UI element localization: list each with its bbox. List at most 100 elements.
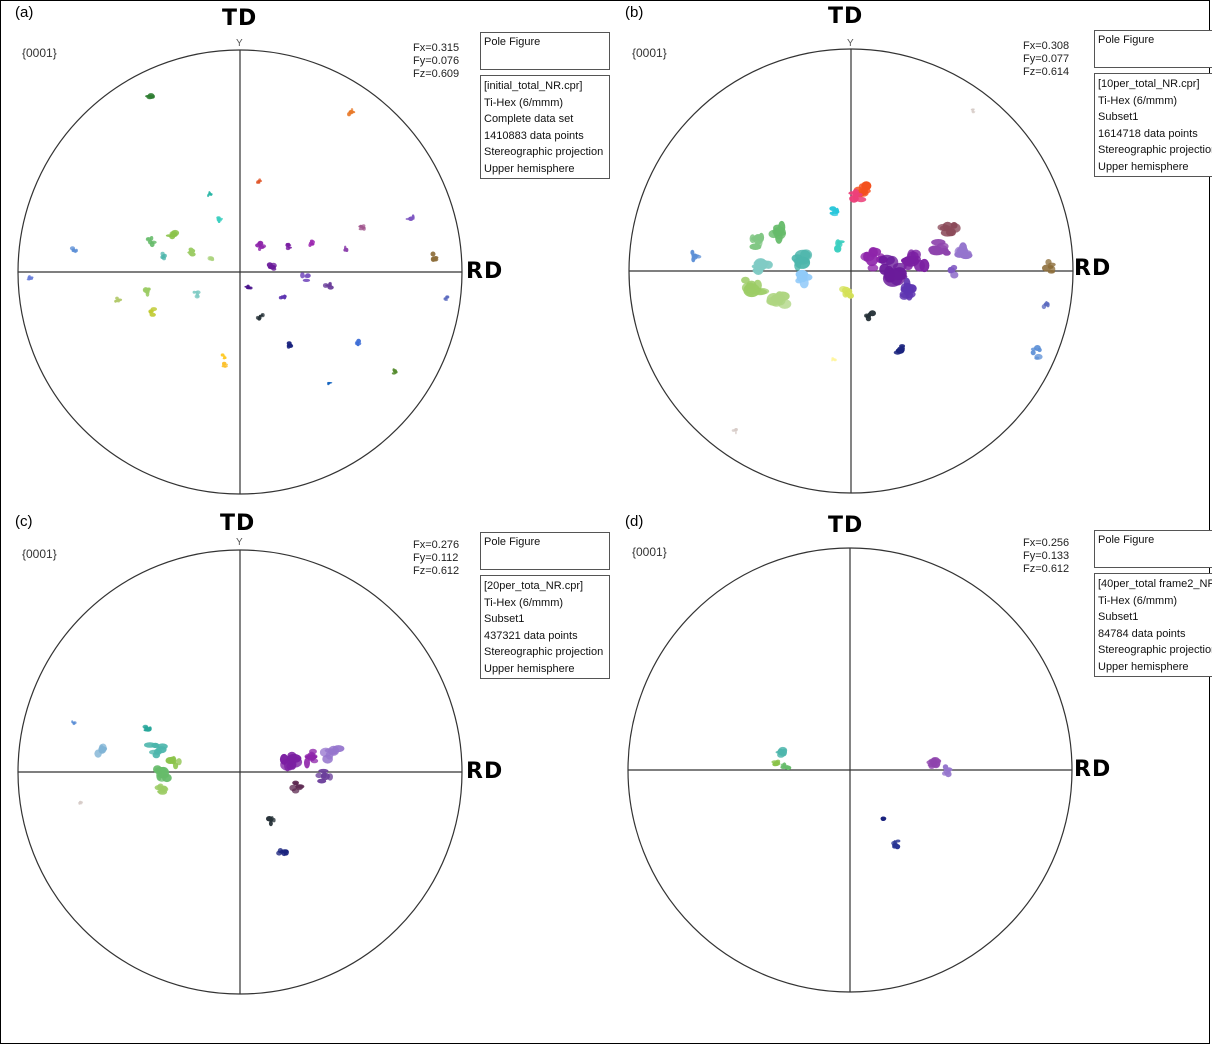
pole-figure-panel-1: (a) TD RD {0001} Y Fx=0.315 Fy=0.076 Fz=0.609 Po… <box>0 0 610 520</box>
td-axis-label: TD <box>828 4 864 29</box>
pole-figure-title-box: Pole Figure <box>480 32 610 70</box>
pole-cluster <box>114 296 123 303</box>
dataset-info-line: Ti-Hex (6/mmm) <box>1098 94 1178 107</box>
dataset-info-line: [10per_total_NR.cpr] <box>1098 78 1200 90</box>
pole-cluster <box>165 755 182 770</box>
pole-cluster <box>947 264 959 279</box>
pole-cluster <box>276 848 289 857</box>
pole-cluster <box>78 800 84 805</box>
td-axis-label: TD <box>220 511 256 536</box>
pole-cluster <box>775 746 788 758</box>
pole-cluster <box>207 191 213 198</box>
pole-cluster <box>286 341 294 349</box>
pole-cluster <box>71 720 77 726</box>
rd-axis-label: RD <box>1074 757 1112 782</box>
dataset-info-line: Ti-Hex (6/mmm) <box>484 596 564 609</box>
dataset-info-line: Complete data set <box>484 113 574 125</box>
pole-cluster <box>430 251 439 262</box>
pole-cluster <box>690 249 702 263</box>
pole-cluster <box>300 272 311 282</box>
pole-figure-title-box: Pole Figure <box>1094 530 1212 568</box>
pole-cluster <box>327 381 333 386</box>
pole-cluster <box>308 239 315 248</box>
pole-cluster <box>780 762 792 770</box>
pole-cluster <box>891 839 901 850</box>
pole-cluster <box>954 242 973 260</box>
plane-label: {0001} <box>632 46 667 60</box>
pole-cluster <box>289 780 305 794</box>
pole-cluster <box>751 258 773 275</box>
pole-cluster <box>354 338 362 347</box>
dataset-info-line: Stereographic projection <box>1098 644 1212 656</box>
pole-cluster <box>829 206 840 217</box>
pole-cluster <box>864 310 876 322</box>
dataset-info-line: Stereographic projection <box>484 146 604 158</box>
pole-cluster <box>893 344 906 355</box>
pole-cluster <box>391 368 398 375</box>
pole-cluster <box>970 108 976 114</box>
fraction-values: Fx=0.256 Fy=0.133 Fz=0.612 <box>1023 537 1069 576</box>
pole-cluster <box>266 816 276 827</box>
pole-figure-title-box: Pole Figure <box>1094 30 1212 68</box>
pole-figure-panel-3: (c) TD RD {0001} Y Fx=0.276 Fy=0.112 Fz=0.612 Po… <box>0 505 610 1046</box>
pole-cluster <box>192 290 201 299</box>
fx-value: Fx=0.276 <box>413 539 460 551</box>
dataset-info-line: 1410883 data points <box>484 129 584 142</box>
stereographic-projection <box>628 48 1074 494</box>
dataset-info-line: Subset1 <box>1098 611 1139 623</box>
pole-cluster <box>834 239 845 253</box>
pole-cluster <box>221 361 228 368</box>
pole-figure-title: Pole Figure <box>484 36 541 48</box>
dataset-info-box: [10per_total_NR.cpr] Ti-Hex (6/mmm) Subset… <box>1094 73 1212 177</box>
pole-cluster <box>901 249 930 273</box>
pole-cluster <box>279 751 303 772</box>
pole-cluster <box>145 93 155 100</box>
td-axis-label: TD <box>828 513 864 538</box>
y-axis-marker: Y <box>847 38 854 49</box>
y-axis-marker: Y <box>236 537 243 548</box>
dataset-info-line: Upper hemisphere <box>1098 660 1189 673</box>
pole-cluster <box>266 262 277 271</box>
fy-value: Fy=0.077 <box>1023 53 1070 65</box>
pole-cluster <box>926 757 942 769</box>
panel-letter: (a) <box>15 4 34 21</box>
fz-value: Fz=0.612 <box>413 565 460 577</box>
fy-value: Fy=0.133 <box>1023 550 1070 562</box>
dataset-info-line: [20per_tota_NR.cpr] <box>484 580 584 592</box>
pole-figure-title: Pole Figure <box>1098 34 1155 46</box>
pole-cluster <box>207 256 215 262</box>
dataset-info-box: [40per_total frame2_NR.cpr] Ti-Hex (6/mmm… <box>1094 573 1212 677</box>
pole-cluster <box>771 759 781 767</box>
dataset-info-box: [initial_total_NR.cpr] Ti-Hex (6/mmm) Comp… <box>480 75 610 179</box>
dataset-info-line: Ti-Hex (6/mmm) <box>1098 594 1178 607</box>
fx-value: Fx=0.256 <box>1023 537 1070 549</box>
panel-letter: (c) <box>15 513 33 530</box>
pole-cluster <box>26 275 34 281</box>
pole-cluster <box>148 307 157 317</box>
td-axis-label: TD <box>222 6 258 31</box>
fy-value: Fy=0.112 <box>413 552 459 564</box>
plane-label: {0001} <box>22 46 57 60</box>
pole-cluster <box>256 178 263 184</box>
pole-cluster <box>94 743 108 758</box>
fz-value: Fz=0.609 <box>413 68 460 80</box>
y-axis-marker: Y <box>236 38 243 49</box>
dataset-info-line: 1614718 data points <box>1098 127 1198 140</box>
fraction-values: Fx=0.308 Fy=0.077 Fz=0.614 <box>1023 40 1069 79</box>
fraction-values: Fx=0.315 Fy=0.076 Fz=0.609 <box>413 42 459 81</box>
rd-axis-label: RD <box>466 259 504 284</box>
pole-cluster <box>942 764 953 778</box>
pole-cluster <box>142 287 151 297</box>
pole-cluster <box>216 216 224 224</box>
pole-cluster <box>187 247 196 257</box>
pole-cluster <box>244 284 253 290</box>
panel-letter: (b) <box>625 4 644 21</box>
pole-cluster <box>795 269 813 289</box>
pole-cluster <box>304 748 319 769</box>
dataset-info-line: Ti-Hex (6/mmm) <box>484 96 564 109</box>
pole-cluster <box>878 254 908 287</box>
pole-cluster <box>315 768 333 784</box>
pole-cluster <box>319 745 345 764</box>
pole-cluster <box>443 295 450 301</box>
pole-cluster <box>1030 345 1043 360</box>
